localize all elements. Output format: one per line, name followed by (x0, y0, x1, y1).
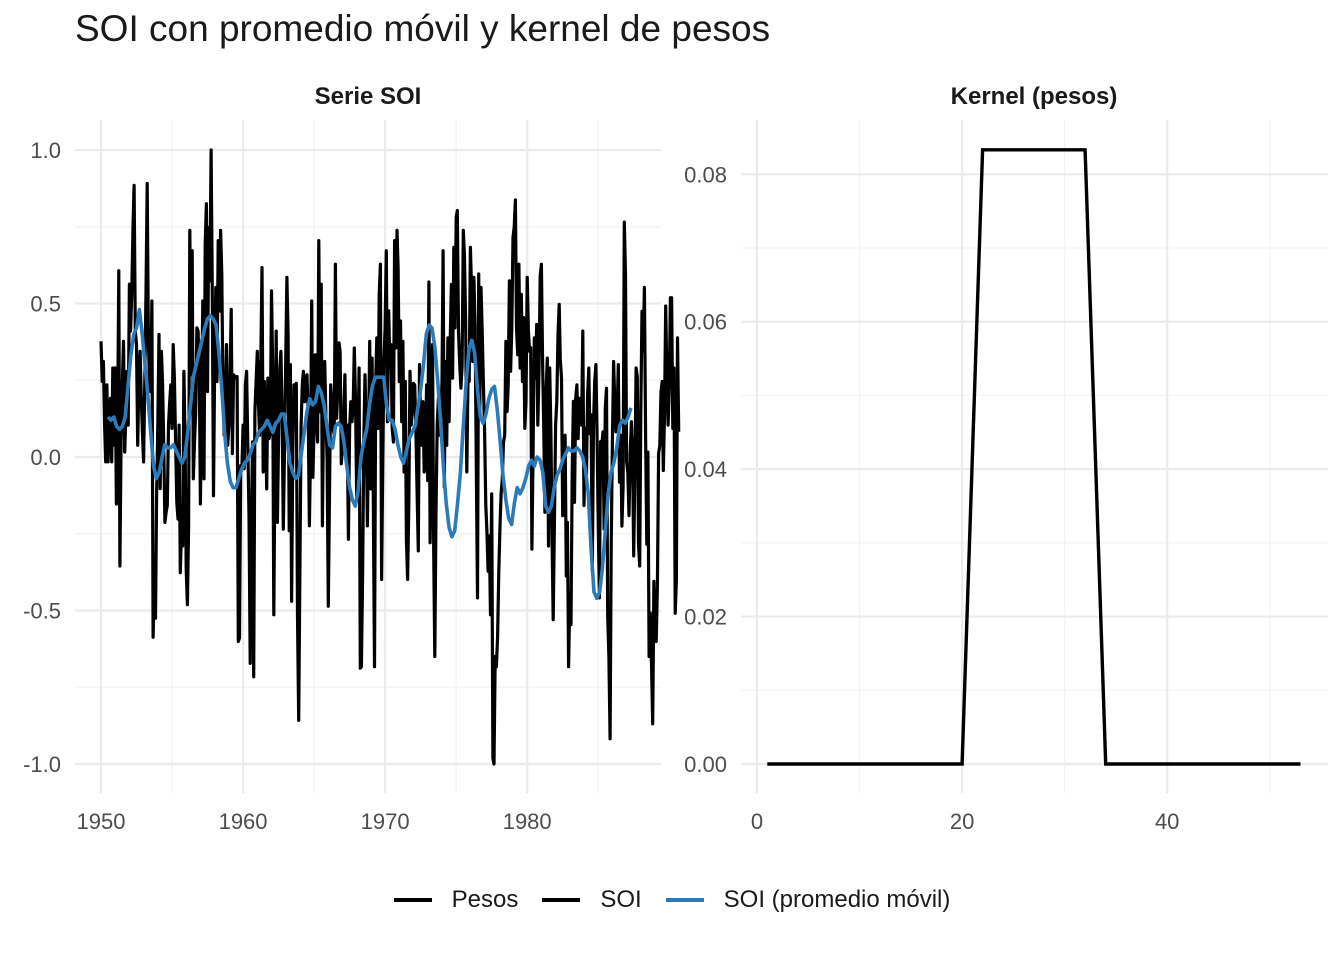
legend-key-soi (542, 898, 581, 902)
y-tick-label: 0.0 (30, 445, 61, 470)
soi-tick-labels: 1950 1960 1970 1980 -1.0 -0.5 0.0 0.5 1.0 (23, 138, 552, 834)
legend-label-pesos: Pesos (451, 886, 519, 913)
y-tick-label: 0.08 (684, 162, 727, 187)
x-tick-label: 1970 (361, 809, 410, 834)
legend-item-soi: SOI (542, 886, 642, 914)
x-tick-label: 20 (950, 809, 974, 834)
y-tick-label: -1.0 (23, 752, 61, 777)
kernel-weights-line (767, 148, 1301, 766)
soi-series-line (99, 148, 681, 766)
y-tick-label: 1.0 (30, 138, 61, 163)
y-tick-label: 0.04 (684, 457, 727, 482)
panel-kernel: Kernel (pesos) 0 20 40 0.00 0.02 0.04 0.06 0.08 (684, 83, 1328, 834)
y-tick-label: 0.02 (684, 605, 727, 630)
x-tick-label: 40 (1155, 809, 1179, 834)
legend-key-soi-ma (665, 898, 704, 902)
legend-label-soi-ma: SOI (promedio móvil) (723, 886, 951, 913)
legend-key-pesos (393, 898, 432, 902)
y-tick-label: 0.5 (30, 292, 61, 317)
legend: Pesos SOI SOI (promedio móvil) (0, 886, 1344, 914)
y-tick-label: 0.00 (684, 752, 727, 777)
legend-item-soi-ma: SOI (promedio móvil) (665, 886, 951, 914)
panel-serie-soi: Serie SOI 1950 1960 1970 1980 -1.0 -0.5 0.0 0.5… (23, 83, 681, 834)
panel-title-soi: Serie SOI (315, 83, 422, 110)
y-tick-label: 0.06 (684, 310, 727, 335)
soi-moving-average-line (106, 307, 633, 600)
x-tick-label: 1960 (219, 809, 268, 834)
x-tick-label: 1950 (77, 809, 126, 834)
kernel-gridlines (741, 120, 1328, 793)
chart-title: SOI con promedio móvil y kernel de pesos (75, 8, 771, 49)
kernel-tick-labels: 0 20 40 0.00 0.02 0.04 0.06 0.08 (684, 162, 1179, 834)
legend-label-soi: SOI (600, 886, 642, 913)
legend-item-pesos: Pesos (393, 886, 519, 914)
y-tick-label: -0.5 (23, 599, 61, 624)
x-tick-label: 0 (751, 809, 763, 834)
panel-title-kernel: Kernel (pesos) (951, 83, 1118, 110)
x-tick-label: 1980 (503, 809, 552, 834)
